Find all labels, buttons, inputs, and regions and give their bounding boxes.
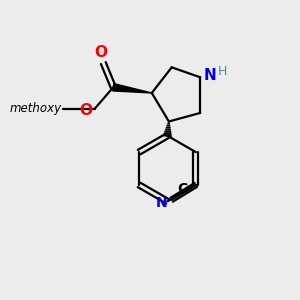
Text: N: N (156, 196, 167, 210)
Text: methoxy: methoxy (10, 102, 62, 115)
Text: C: C (177, 182, 187, 196)
Polygon shape (113, 84, 152, 93)
Text: O: O (94, 45, 107, 60)
Text: H: H (218, 64, 227, 77)
Text: O: O (79, 103, 92, 118)
Text: N: N (204, 68, 216, 83)
